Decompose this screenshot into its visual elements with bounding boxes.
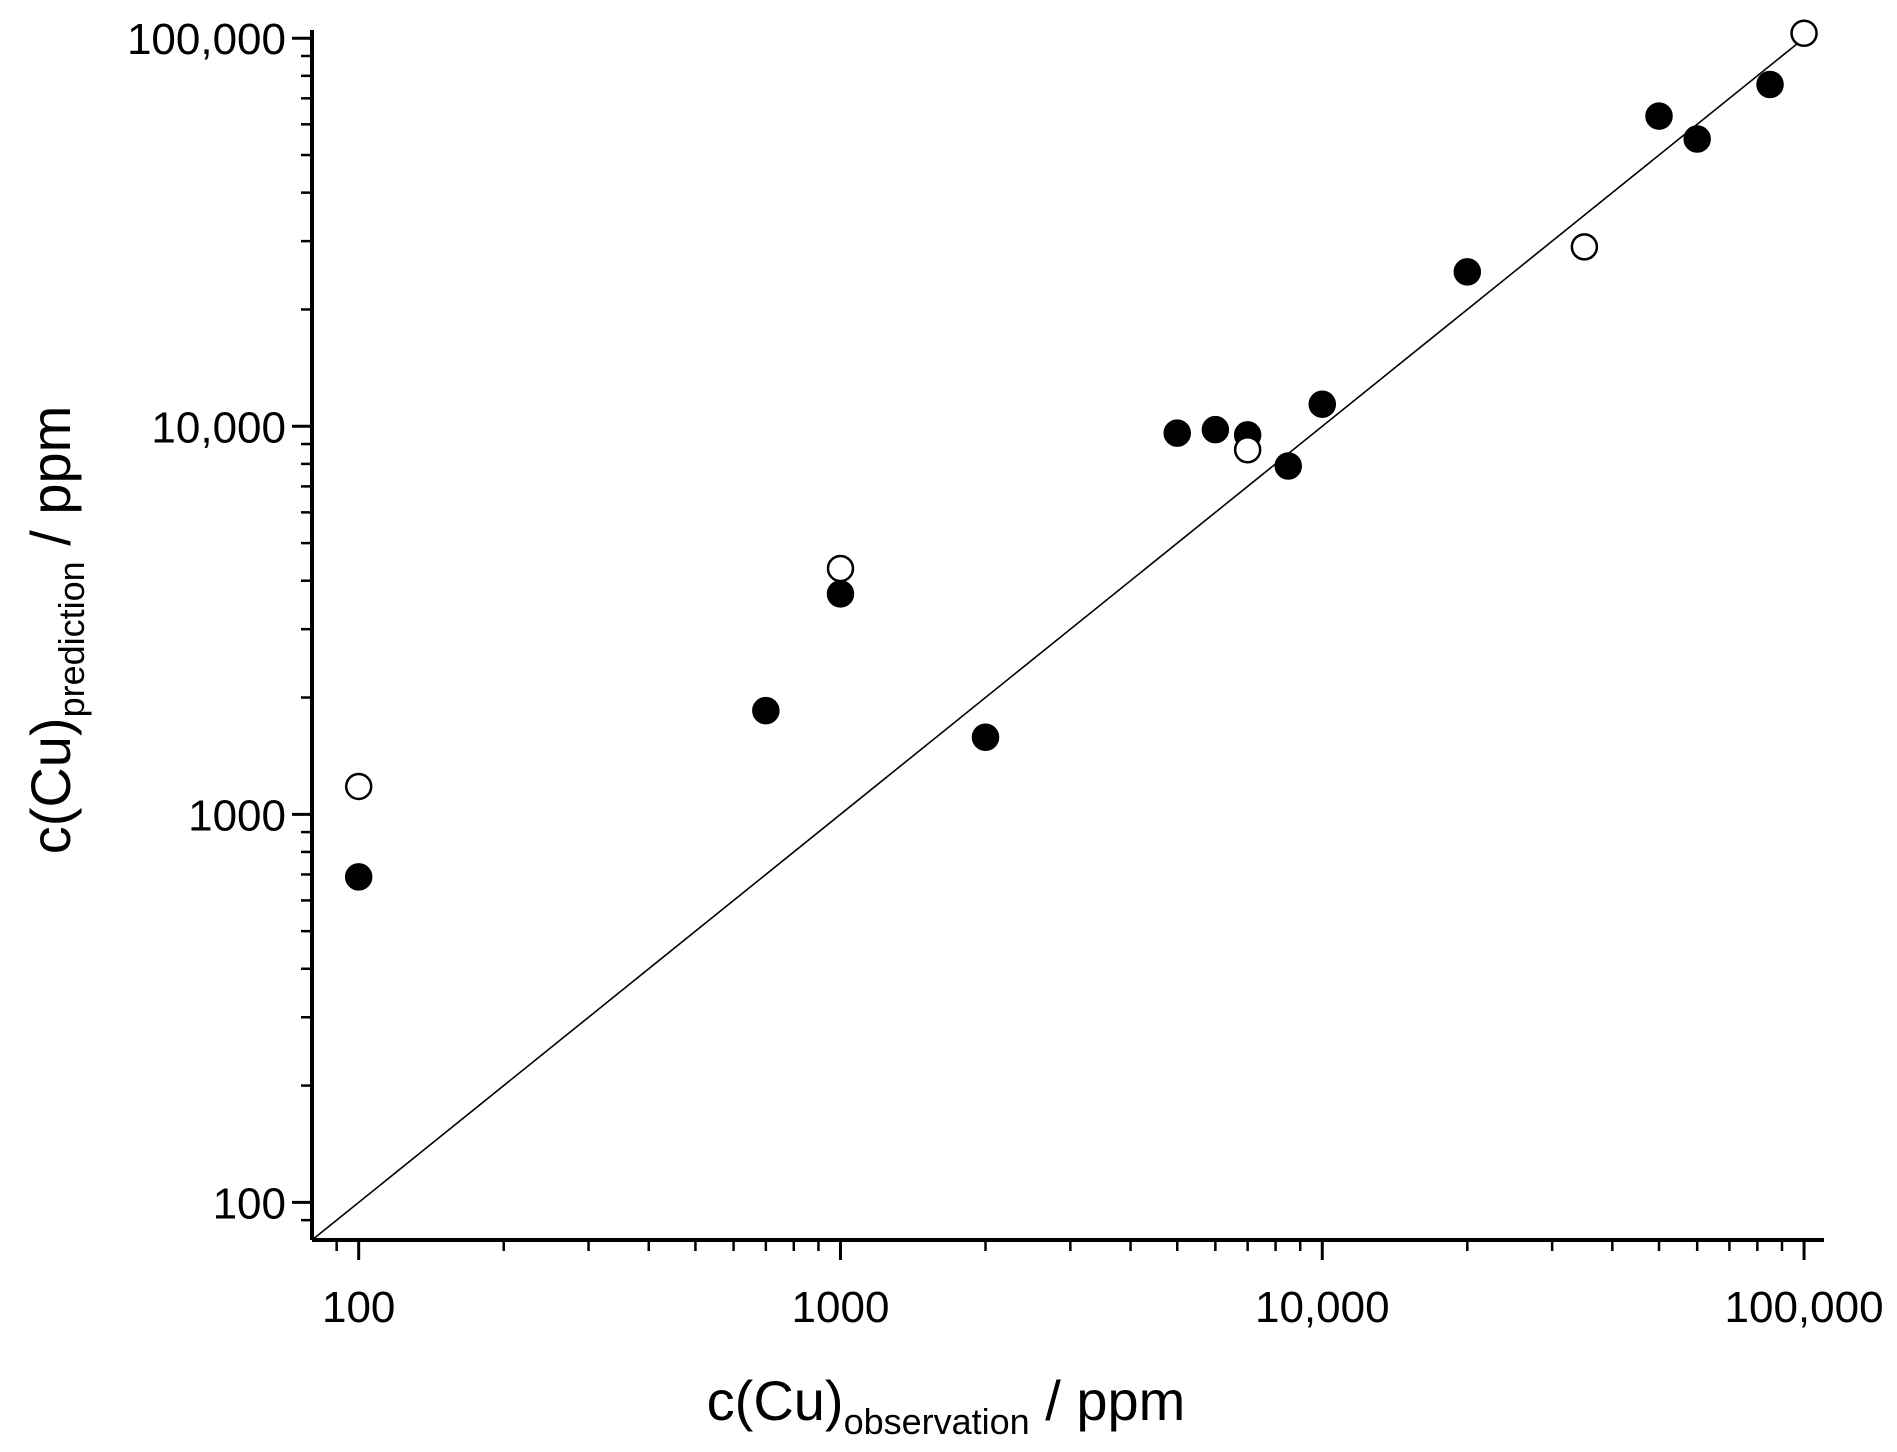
data-points — [344, 19, 1818, 891]
x-tick-label: 1000 — [792, 1283, 890, 1332]
y-axis-label-suffix: / ppm — [19, 406, 82, 562]
x-axis-label-subscript: observation — [844, 1401, 1030, 1442]
x-axis-label-suffix: / ppm — [1030, 1369, 1186, 1432]
open-data-point — [826, 554, 855, 583]
filled-data-point — [752, 696, 780, 725]
filled-data-point — [1274, 452, 1303, 480]
x-axis-ticks: 100 1000 10,000 100,000 — [322, 1240, 1884, 1332]
x-tick-label: 100,000 — [1725, 1283, 1884, 1332]
filled-data-point — [1201, 415, 1230, 444]
x-axis-label: c(Cu)observation / ppm — [707, 1369, 1186, 1442]
y-tick-label: 1000 — [188, 791, 286, 840]
open-data-point — [1570, 233, 1599, 261]
y-axis-label: c(Cu)prediction / ppm — [19, 406, 92, 855]
filled-data-point — [1163, 419, 1191, 447]
filled-data-point — [1683, 125, 1711, 153]
filled-data-point — [1308, 390, 1337, 418]
y-tick-label: 100 — [213, 1179, 286, 1228]
y-axis-label-subscript: prediction — [51, 561, 92, 717]
x-axis-label-prefix: c(Cu) — [707, 1369, 844, 1432]
filled-data-point — [344, 863, 373, 891]
filled-data-point — [971, 723, 1000, 751]
filled-data-point — [1453, 258, 1482, 286]
x-tick-label: 100 — [322, 1283, 395, 1332]
filled-data-point — [1756, 70, 1784, 99]
x-tick-label: 10,000 — [1255, 1283, 1390, 1332]
filled-data-point — [1645, 102, 1673, 130]
open-data-point — [344, 772, 373, 801]
open-data-point — [1233, 435, 1262, 464]
plot-area: 100 1000 10,000 100,000 100 1000 10,000 100,00… — [127, 15, 1884, 1332]
open-data-point — [1790, 19, 1818, 47]
y-tick-label: 100,000 — [127, 15, 286, 64]
y-axis-ticks: 100 1000 10,000 100,000 — [127, 15, 312, 1228]
y-axis-label-prefix: c(Cu) — [19, 717, 82, 854]
filled-data-point — [826, 580, 855, 608]
y-tick-label: 10,000 — [151, 403, 286, 452]
identity-reference-line — [311, 37, 1805, 1241]
